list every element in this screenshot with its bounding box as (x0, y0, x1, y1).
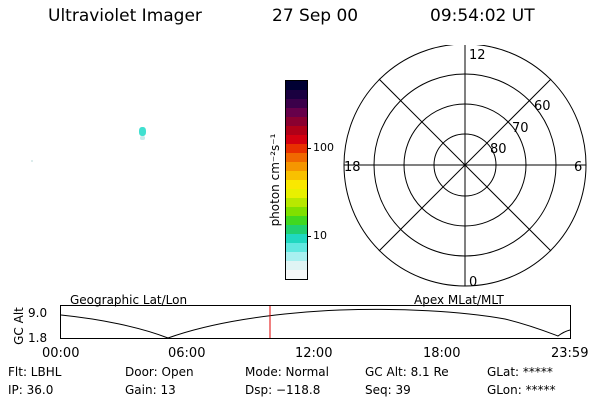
polar-grid: 12 0 18 6 60 70 80 (343, 45, 587, 290)
color-scale-tick-mark-100 (307, 148, 311, 149)
aurora-speck (31, 160, 33, 162)
color-scale-band (286, 144, 307, 153)
color-scale-band (286, 198, 307, 207)
mlat-label-80: 80 (490, 142, 507, 157)
color-scale-band (286, 153, 307, 162)
color-scale-band (286, 126, 307, 135)
track-x-tick-0000: 00:00 (42, 346, 80, 361)
color-scale-tick-10: 10 (313, 229, 327, 242)
mlt-label-0: 0 (469, 275, 477, 290)
color-scale-band (286, 189, 307, 198)
color-scale-band (286, 99, 307, 108)
mlt-label-12: 12 (469, 48, 486, 63)
status-mode: Mode: Normal (245, 365, 329, 379)
mlt-label-18: 18 (344, 160, 361, 175)
mlat-label-70: 70 (512, 121, 529, 136)
track-title-geographic: Geographic Lat/Lon (70, 293, 188, 307)
date-label: 27 Sep 00 (272, 6, 359, 26)
track-y-axis-label: GC Alt (12, 307, 26, 345)
time-label: 09:54:02 UT (430, 6, 535, 26)
status-gc-alt: GC Alt: 8.1 Re (365, 365, 449, 379)
track-y-tick-low: 1.8 (28, 331, 48, 345)
track-x-tick-1200: 12:00 (295, 346, 333, 361)
track-frame (60, 305, 571, 339)
track-title-apex: Apex MLat/MLT (414, 293, 504, 307)
color-scale-band (286, 117, 307, 126)
mlat-label-60: 60 (534, 99, 551, 114)
color-scale-band (286, 234, 307, 243)
mlt-label-6: 6 (574, 160, 582, 175)
color-scale-band (286, 243, 307, 252)
color-scale-band (286, 261, 307, 270)
color-scale-band (286, 171, 307, 180)
color-scale-tick-mark-10 (307, 236, 311, 237)
color-scale-bar (285, 80, 308, 280)
polar-diagonal-2 (378, 78, 552, 252)
altitude-track-plot[interactable] (60, 305, 572, 345)
color-scale-band (286, 180, 307, 189)
color-scale-tick-100: 100 (313, 141, 334, 154)
status-gain: Gain: 13 (125, 383, 176, 397)
color-scale-band (286, 252, 307, 261)
color-scale-unit-label: photon cm⁻²s⁻¹ (268, 133, 282, 227)
color-scale-band (286, 162, 307, 171)
status-ip: IP: 36.0 (8, 383, 54, 397)
color-scale-band (286, 81, 307, 90)
color-scale-band (286, 216, 307, 225)
instrument-title: Ultraviolet Imager (48, 6, 202, 26)
track-y-tick-high: 9.0 (28, 306, 48, 320)
uv-image-panel[interactable] (0, 30, 270, 290)
color-scale-band (286, 135, 307, 144)
status-seq: Seq: 39 (365, 383, 411, 397)
color-scale-band (286, 108, 307, 117)
color-scale-band (286, 270, 307, 279)
track-x-tick-1800: 18:00 (423, 346, 461, 361)
color-scale-band (286, 90, 307, 99)
aurora-spot-halo (140, 136, 145, 140)
color-scale-band (286, 225, 307, 234)
aurora-spot (139, 127, 146, 136)
altitude-curve (60, 308, 571, 339)
track-x-tick-2359: 23:59 (551, 346, 589, 361)
status-glat: GLat: ***** (487, 365, 553, 379)
status-door: Door: Open (125, 365, 194, 379)
status-dsp: Dsp: −118.8 (245, 383, 321, 397)
color-scale-band (286, 207, 307, 216)
status-filter: Flt: LBHL (8, 365, 62, 379)
track-x-tick-0600: 06:00 (168, 346, 206, 361)
status-glon: GLon: ***** (487, 383, 556, 397)
